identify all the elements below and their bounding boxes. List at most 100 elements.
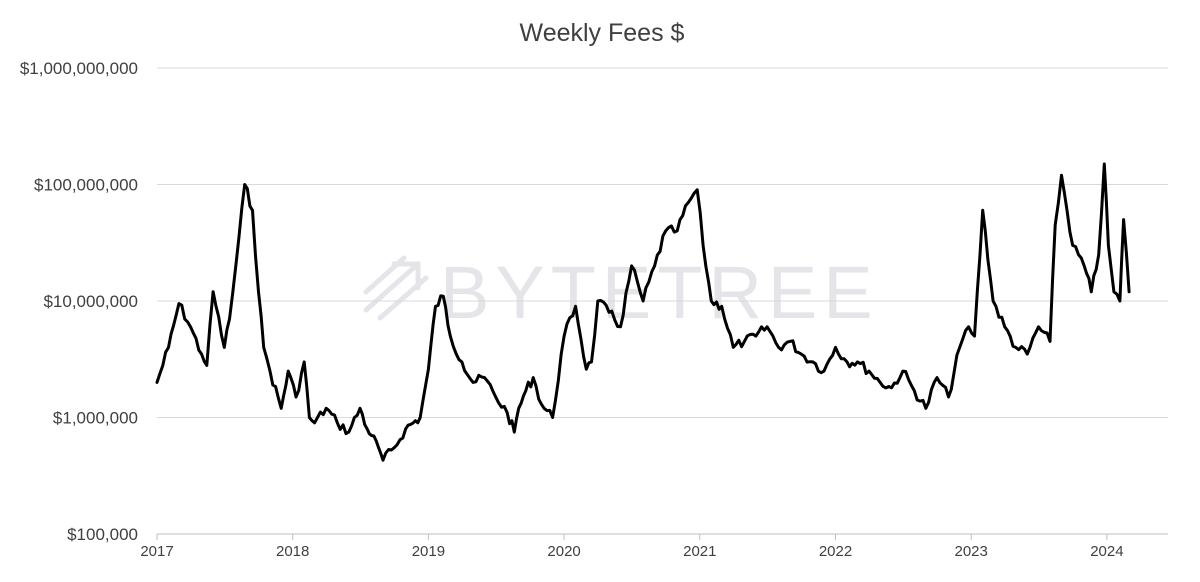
data-point [155, 381, 159, 384]
data-point [167, 346, 170, 349]
data-point [393, 446, 396, 449]
data-point [811, 360, 814, 364]
data-point [551, 416, 554, 419]
data-point [701, 244, 705, 247]
data-point [890, 386, 893, 389]
x-axis-tick-labels: 2017 2018 2019 2020 2021 2022 2023 2024 [140, 543, 1123, 560]
x-tick-label: 2018 [276, 543, 309, 560]
x-tick-label: 2017 [140, 543, 173, 560]
data-point [280, 407, 283, 410]
data-point [494, 395, 497, 399]
data-point [442, 295, 445, 298]
data-point [1083, 264, 1086, 268]
data-point [313, 421, 316, 424]
data-point [1026, 352, 1029, 356]
data-point [788, 340, 792, 343]
data-point [1118, 299, 1122, 303]
data-point [347, 430, 350, 434]
x-tick-label: 2021 [683, 543, 716, 560]
data-point [1048, 340, 1052, 343]
data-point [901, 369, 904, 373]
chart-title: Weekly Fees $ [520, 19, 685, 47]
y-tick-label: $1,000,000,000 [20, 59, 138, 78]
data-point [471, 381, 475, 384]
data-point [765, 325, 769, 328]
bytetree-logo-icon [363, 255, 429, 321]
data-point [243, 183, 246, 186]
y-tick-label: $100,000,000 [34, 176, 138, 195]
data-point [517, 407, 520, 410]
watermark-text: BYTETREE [440, 251, 879, 334]
data-point [1103, 162, 1106, 166]
data-point [262, 346, 265, 349]
data-point [513, 430, 516, 434]
data-point [370, 434, 373, 437]
data-point [641, 299, 645, 303]
data-point [967, 325, 970, 328]
data-point [1090, 290, 1093, 293]
data-point [981, 209, 984, 212]
data-point [585, 368, 588, 371]
data-point [1097, 253, 1100, 256]
data-point [935, 376, 939, 379]
data-point [381, 459, 385, 462]
data-point [308, 416, 311, 419]
data-point [1003, 325, 1006, 328]
data-point [294, 395, 298, 399]
data-point [596, 299, 599, 303]
data-point [257, 290, 260, 293]
data-point [607, 311, 611, 314]
gridlines [156, 67, 1168, 540]
data-point [532, 376, 535, 379]
data-point [524, 389, 527, 392]
data-point [540, 403, 543, 406]
y-tick-label: $100,000 [67, 525, 138, 544]
data-point [205, 364, 208, 367]
data-point [365, 427, 369, 430]
data-point [800, 352, 803, 356]
data-point [287, 369, 290, 373]
data-point [913, 389, 916, 392]
data-point [377, 446, 380, 449]
data-point [696, 188, 699, 191]
data-point [958, 346, 961, 349]
data-point [630, 264, 633, 268]
data-point [822, 369, 826, 373]
data-point [574, 305, 577, 308]
data-point [189, 325, 192, 328]
x-tick-label: 2023 [955, 543, 988, 560]
data-point [619, 325, 622, 328]
data-point [743, 340, 746, 343]
data-point [419, 416, 422, 419]
data-point [754, 334, 758, 338]
y-tick-label: $10,000,000 [43, 292, 138, 311]
x-tick-label: 2022 [819, 543, 852, 560]
data-point [834, 346, 837, 349]
data-point [991, 299, 995, 303]
data-point [427, 368, 430, 371]
data-point [303, 360, 306, 364]
data-point [449, 334, 452, 338]
data-point [732, 346, 735, 349]
data-point [562, 334, 566, 338]
series-layer [155, 162, 1131, 462]
data-point [720, 305, 723, 308]
y-tick-label: $1,000,000 [53, 409, 138, 428]
data-point [211, 290, 215, 293]
x-tick-label: 2019 [412, 543, 445, 560]
data-point [228, 317, 231, 321]
data-point [336, 421, 339, 424]
data-point [845, 360, 849, 364]
data-point [687, 201, 690, 204]
data-point [1054, 223, 1057, 227]
data-point [200, 352, 203, 356]
data-point [358, 407, 362, 410]
data-point [1112, 290, 1116, 293]
data-point [777, 346, 780, 349]
data-point [867, 369, 871, 373]
data-point [1107, 244, 1110, 247]
data-point [223, 346, 226, 349]
data-point [268, 369, 272, 373]
